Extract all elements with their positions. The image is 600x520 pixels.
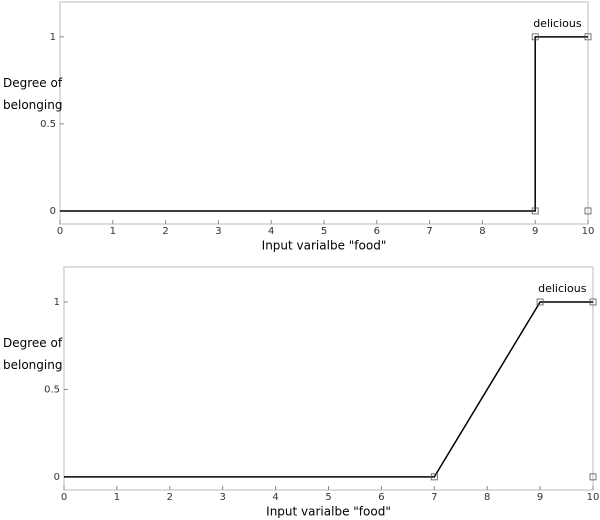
x-tick-label: 2 bbox=[162, 226, 168, 237]
membership-line bbox=[64, 301, 593, 478]
y-tick-label: 0 bbox=[50, 206, 56, 217]
x-tick-label: 1 bbox=[110, 226, 116, 237]
x-tick-label: 8 bbox=[484, 492, 490, 503]
point-marker bbox=[531, 33, 539, 41]
x-tick-label: 0 bbox=[57, 226, 63, 237]
x-tick-label: 2 bbox=[167, 492, 173, 503]
point-marker bbox=[430, 473, 438, 481]
annotation: delicious bbox=[538, 282, 587, 295]
x-tick-label: 5 bbox=[325, 492, 331, 503]
x-tick-label: 9 bbox=[532, 226, 538, 237]
x-tick-label: 8 bbox=[479, 226, 485, 237]
x-tick-label: 6 bbox=[374, 226, 380, 237]
x-tick-label: 4 bbox=[268, 226, 274, 237]
annotation: delicious bbox=[533, 17, 582, 30]
x-axis-label: Input varialbe "food" bbox=[262, 239, 387, 253]
point-marker bbox=[536, 298, 544, 306]
x-tick-label: 9 bbox=[537, 492, 543, 503]
plot-area bbox=[59, 1, 589, 225]
x-tick-label: 7 bbox=[431, 492, 437, 503]
x-tick-label: 6 bbox=[378, 492, 384, 503]
y-tick-label: 1 bbox=[54, 297, 60, 308]
y-axis-label: Degree of belonging bbox=[3, 336, 63, 372]
plot-area bbox=[63, 266, 594, 491]
point-marker bbox=[531, 207, 539, 215]
x-tick-label: 4 bbox=[272, 492, 278, 503]
y-tick-label: 0.5 bbox=[40, 119, 56, 130]
x-tick-label: 10 bbox=[582, 226, 595, 237]
point-marker bbox=[584, 207, 592, 215]
y-tick-label: 1 bbox=[50, 32, 56, 43]
x-axis-label: Input varialbe "food" bbox=[266, 505, 391, 519]
x-tick-label: 3 bbox=[220, 492, 226, 503]
x-tick-label: 10 bbox=[587, 492, 600, 503]
y-axis-label: Degree of belonging bbox=[3, 76, 63, 112]
x-tick-label: 3 bbox=[215, 226, 221, 237]
x-tick-label: 5 bbox=[321, 226, 327, 237]
point-marker bbox=[584, 33, 592, 41]
x-tick-label: 0 bbox=[61, 492, 67, 503]
point-marker bbox=[589, 473, 597, 481]
x-tick-label: 1 bbox=[114, 492, 120, 503]
y-tick-label: 0.5 bbox=[44, 384, 60, 395]
point-marker bbox=[589, 298, 597, 306]
x-tick-label: 7 bbox=[426, 226, 432, 237]
y-tick-label: 0 bbox=[54, 472, 60, 483]
membership-line bbox=[60, 36, 588, 212]
